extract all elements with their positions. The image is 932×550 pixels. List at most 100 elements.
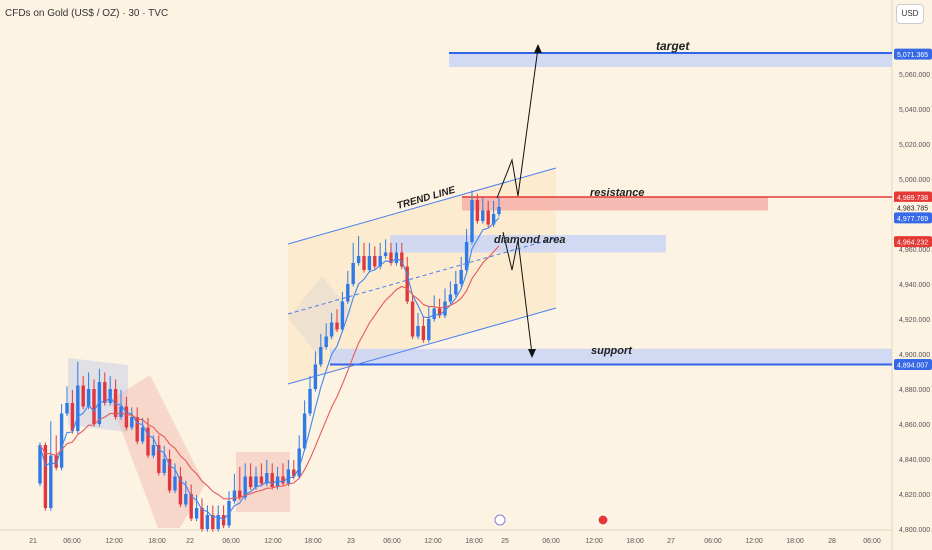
price-tag-box	[894, 236, 932, 248]
candle-body	[38, 445, 42, 484]
channel-mid-line	[287, 237, 557, 315]
x-tick-label: 18:00	[304, 538, 322, 545]
x-tick-label: 06:00	[704, 538, 722, 545]
candle-body	[497, 207, 501, 214]
candle-body	[481, 210, 485, 221]
y-tick-label: 5,000.000	[899, 177, 930, 184]
y-tick-label: 4,880.000	[899, 387, 930, 394]
candle-body	[400, 252, 404, 267]
candle-body	[416, 326, 420, 337]
candle-body	[86, 389, 91, 407]
candle-body	[162, 459, 166, 473]
candle-body	[437, 308, 442, 316]
x-tick-label: 22	[186, 538, 194, 545]
candle-body	[486, 210, 490, 225]
candle-body	[178, 476, 183, 505]
y-tick-label: 5,040.000	[899, 107, 930, 114]
candle-body	[373, 256, 377, 267]
target-zone	[449, 53, 892, 67]
candle-body	[167, 459, 172, 491]
candle-body	[81, 385, 85, 407]
candle-body	[92, 389, 96, 424]
candle-body	[221, 515, 226, 526]
x-tick-label: 18:00	[465, 538, 483, 545]
channel-lower-line	[287, 307, 557, 385]
y-tick-label: 4,960.000	[899, 247, 930, 254]
event-marker-bolt	[494, 514, 506, 526]
candle-body	[49, 455, 53, 508]
symbol-title: CFDs on Gold (US$ / OZ) · 30 · TVC	[5, 8, 169, 19]
ema-fast-line	[39, 217, 500, 521]
candle-body	[367, 256, 372, 270]
arrowhead-up	[534, 44, 542, 53]
candle-body	[346, 284, 350, 302]
resistance-label: resistance	[590, 187, 644, 199]
candle-body	[70, 403, 75, 431]
candle-body	[383, 252, 388, 256]
candle-body	[205, 515, 210, 529]
x-tick-label: 06:00	[222, 538, 240, 545]
price-tag-label: 4,894.007	[897, 362, 928, 369]
y-tick-label: 5,020.000	[899, 142, 930, 149]
event-marker-flag	[597, 514, 609, 526]
candle-body	[340, 301, 345, 330]
candle-body	[335, 322, 339, 330]
candle-body	[297, 448, 301, 477]
x-tick-label: 21	[29, 538, 37, 545]
candle-body	[275, 476, 280, 487]
candle-body	[97, 382, 102, 424]
candle-body	[459, 270, 463, 284]
candle-body	[211, 515, 215, 529]
candle-body	[302, 413, 307, 449]
candle-body	[281, 476, 285, 484]
y-tick-label: 4,820.000	[899, 492, 930, 499]
x-tick-label: 06:00	[542, 538, 560, 545]
y-tick-label: 4,900.000	[899, 352, 930, 359]
candle-body	[427, 319, 431, 340]
candle-body	[135, 417, 139, 442]
candle-body	[329, 322, 334, 337]
price-tag-label: 4,964.232	[897, 240, 928, 247]
candle-body	[454, 284, 458, 295]
candle-body	[173, 476, 177, 491]
x-tick-label: 27	[667, 538, 675, 545]
x-tick-label: 18:00	[626, 538, 644, 545]
price-tag-label: 4,983.785	[897, 205, 928, 212]
candle-body	[65, 403, 69, 414]
candle-body	[189, 494, 193, 519]
candle-body	[270, 473, 274, 487]
currency-button[interactable]: USD	[896, 4, 924, 24]
candle-body	[313, 364, 318, 389]
candle-body	[470, 200, 474, 242]
candle-body	[54, 455, 58, 468]
candle-body	[200, 508, 204, 529]
price-tag-label: 4,977.769	[897, 216, 928, 223]
candle-body	[308, 389, 312, 414]
candle-body	[378, 256, 382, 267]
x-tick-label: 28	[828, 538, 836, 545]
y-tick-label: 4,920.000	[899, 317, 930, 324]
candle-body	[232, 490, 237, 501]
price-tag-label: 5,071.365	[897, 52, 928, 59]
candle-body	[151, 445, 156, 456]
x-tick-label: 06:00	[63, 538, 81, 545]
candle-body	[130, 417, 134, 428]
candle-body	[59, 413, 64, 468]
y-tick-label: 4,940.000	[899, 282, 930, 289]
candle-body	[319, 347, 323, 365]
candle-body	[356, 256, 361, 263]
candle-body	[259, 476, 264, 484]
candle-body	[248, 476, 253, 487]
candle-body	[157, 445, 161, 473]
candle-body	[119, 406, 123, 417]
target-label: target	[656, 39, 690, 53]
candle-body	[194, 508, 199, 519]
arrowhead-down	[528, 349, 536, 358]
candle-body	[124, 406, 129, 428]
x-tick-label: 18:00	[148, 538, 166, 545]
y-tick-label: 5,060.000	[899, 72, 930, 79]
candle-body	[265, 473, 269, 484]
price-tag-box	[894, 191, 932, 203]
